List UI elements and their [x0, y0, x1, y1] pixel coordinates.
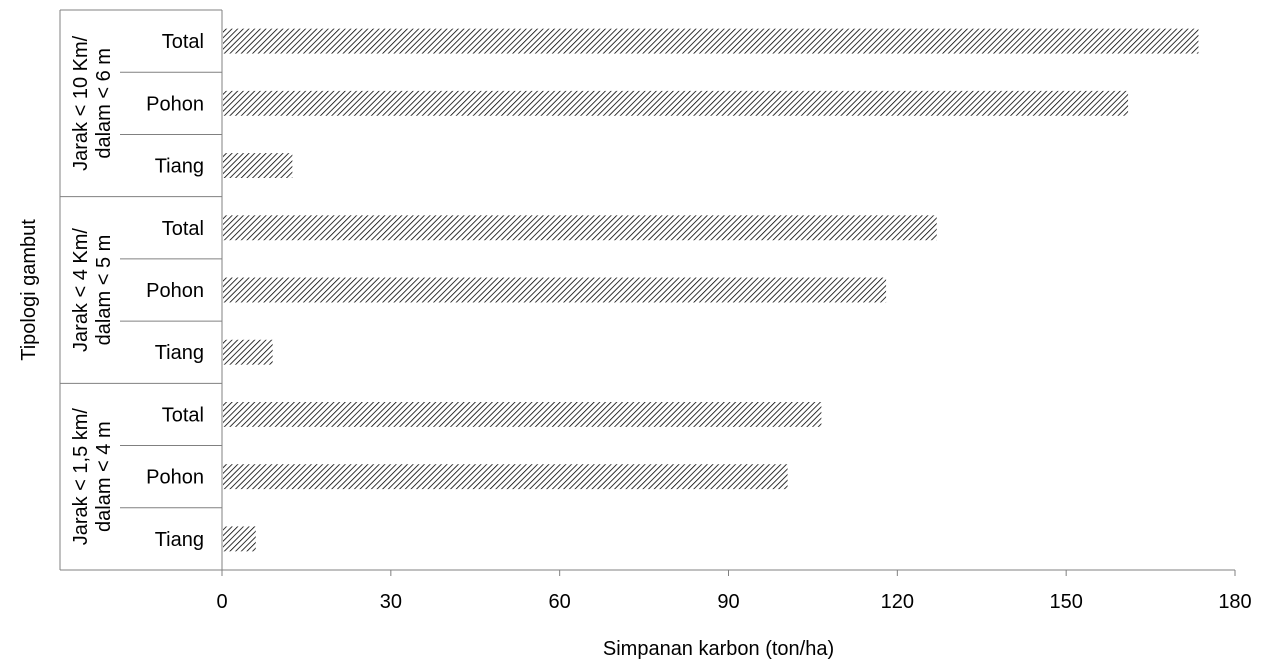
category-label: Total: [162, 31, 204, 53]
x-tick-label: 150: [1049, 591, 1082, 613]
bar: [223, 339, 273, 365]
group-label: Jarak < 10 Km/dalam < 6 m: [70, 35, 115, 171]
x-axis-title: Simpanan karbon (ton/ha): [603, 638, 834, 660]
bar: [223, 464, 788, 490]
x-tick-labels: 0 30 60 90 120 150 180: [216, 591, 1251, 613]
x-tick-label: 0: [216, 591, 227, 613]
category-label: Tiang: [155, 342, 204, 364]
category-labels: Total Pohon Tiang Total Pohon Tiang Total Pohon…: [146, 31, 204, 551]
category-label: Total: [162, 404, 204, 426]
group-labels: Jarak < 10 Km/dalam < 6 m Jarak < 4 Km/da…: [70, 35, 115, 545]
group-label-line1: Jarak < 1,5 km/: [70, 408, 92, 546]
bar: [223, 526, 256, 552]
group-label-line2: dalam < 4 m: [93, 421, 115, 532]
x-tick-label: 180: [1218, 591, 1251, 613]
category-label: Tiang: [155, 156, 204, 178]
category-label: Pohon: [146, 467, 204, 489]
group-label-line2: dalam < 5 m: [93, 235, 115, 346]
bar: [223, 28, 1199, 54]
bar: [223, 277, 887, 303]
bar: [223, 153, 293, 178]
x-tick-label: 60: [549, 591, 571, 613]
group-label-line2: dalam < 6 m: [93, 48, 115, 159]
group-label: Jarak < 1,5 km/dalam < 4 m: [70, 408, 115, 546]
category-label: Pohon: [146, 93, 204, 115]
category-label: Pohon: [146, 280, 204, 302]
bars: [223, 28, 1199, 552]
group-label-line1: Jarak < 4 Km/: [70, 228, 92, 352]
x-tick-label: 120: [881, 591, 914, 613]
category-label: Total: [162, 218, 204, 240]
group-label: Jarak < 4 Km/dalam < 5 m: [70, 228, 115, 352]
bar: [223, 90, 1129, 116]
x-tick-label: 90: [717, 591, 739, 613]
bar: [223, 215, 937, 241]
x-tick-label: 30: [380, 591, 402, 613]
bar: [223, 402, 822, 427]
category-label: Tiang: [155, 529, 204, 551]
axes: [59, 9, 1236, 576]
group-label-line1: Jarak < 10 Km/: [70, 35, 92, 171]
y-axis-title: Tipologi gambut: [18, 219, 40, 361]
